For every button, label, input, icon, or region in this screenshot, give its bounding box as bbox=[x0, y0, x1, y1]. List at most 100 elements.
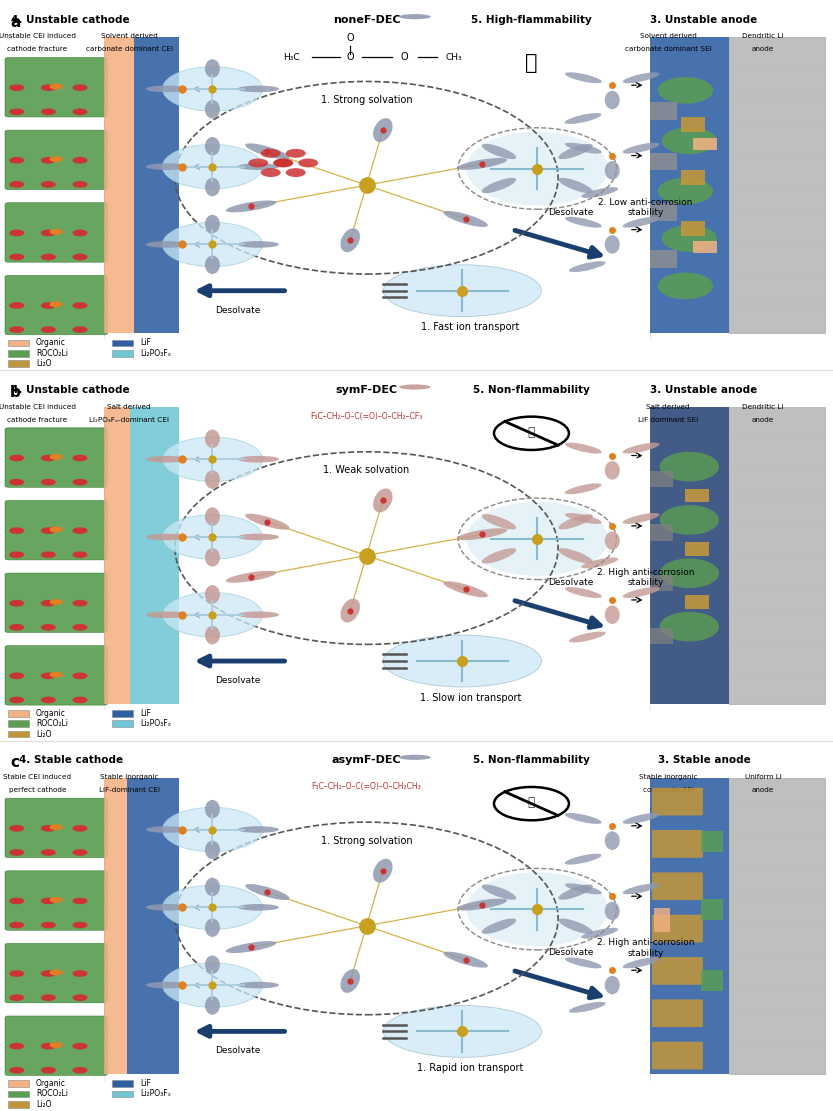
Text: Li₂PO₃Fₓ: Li₂PO₃Fₓ bbox=[140, 349, 171, 358]
Ellipse shape bbox=[383, 635, 541, 687]
Text: H₃C: H₃C bbox=[283, 53, 300, 62]
Circle shape bbox=[41, 230, 56, 237]
Ellipse shape bbox=[443, 211, 488, 227]
Bar bbox=[130, 408, 179, 703]
Circle shape bbox=[9, 970, 24, 977]
Circle shape bbox=[72, 994, 87, 1001]
Circle shape bbox=[72, 157, 87, 163]
Text: 🔥: 🔥 bbox=[527, 426, 536, 439]
Ellipse shape bbox=[481, 919, 516, 934]
Text: O: O bbox=[346, 32, 354, 42]
Ellipse shape bbox=[399, 754, 431, 760]
Circle shape bbox=[9, 479, 24, 486]
Text: composite SEI: composite SEI bbox=[642, 787, 694, 793]
Ellipse shape bbox=[205, 178, 220, 197]
Circle shape bbox=[9, 849, 24, 855]
Ellipse shape bbox=[205, 256, 220, 274]
Bar bbox=[686, 542, 709, 556]
Circle shape bbox=[41, 181, 56, 188]
Text: Desolvate: Desolvate bbox=[215, 306, 260, 314]
Bar bbox=[650, 250, 677, 268]
Text: asymF-DEC: asymF-DEC bbox=[332, 755, 402, 765]
Ellipse shape bbox=[605, 161, 620, 180]
Ellipse shape bbox=[245, 884, 290, 900]
Ellipse shape bbox=[399, 14, 431, 19]
Circle shape bbox=[72, 672, 87, 679]
Circle shape bbox=[9, 922, 24, 929]
Circle shape bbox=[9, 624, 24, 631]
Text: Solvent derived: Solvent derived bbox=[640, 33, 696, 39]
Ellipse shape bbox=[226, 571, 277, 582]
Circle shape bbox=[41, 327, 56, 333]
Circle shape bbox=[72, 302, 87, 309]
Ellipse shape bbox=[605, 461, 620, 480]
Ellipse shape bbox=[565, 883, 601, 894]
Ellipse shape bbox=[205, 997, 220, 1014]
Ellipse shape bbox=[565, 513, 601, 524]
Ellipse shape bbox=[205, 878, 220, 897]
Bar bbox=[8, 720, 29, 727]
Ellipse shape bbox=[146, 827, 187, 833]
Text: Desolvate: Desolvate bbox=[548, 578, 593, 587]
Circle shape bbox=[41, 479, 56, 486]
Ellipse shape bbox=[605, 975, 620, 994]
Text: anode: anode bbox=[752, 417, 774, 422]
Ellipse shape bbox=[623, 217, 660, 228]
Ellipse shape bbox=[205, 470, 220, 489]
Ellipse shape bbox=[237, 86, 279, 92]
Text: b: b bbox=[10, 386, 21, 400]
Circle shape bbox=[9, 157, 24, 163]
Text: 1. Slow ion transport: 1. Slow ion transport bbox=[420, 692, 521, 702]
Bar bbox=[112, 340, 133, 347]
Text: 1. Strong solvation: 1. Strong solvation bbox=[321, 94, 412, 106]
FancyBboxPatch shape bbox=[652, 957, 703, 984]
Bar bbox=[112, 350, 133, 357]
Circle shape bbox=[9, 1043, 24, 1050]
Ellipse shape bbox=[660, 559, 719, 588]
Bar bbox=[104, 408, 130, 703]
Ellipse shape bbox=[373, 489, 392, 512]
Text: 5. Non-flammability: 5. Non-flammability bbox=[473, 755, 590, 765]
Ellipse shape bbox=[146, 241, 187, 248]
Circle shape bbox=[162, 592, 262, 637]
Bar bbox=[650, 203, 677, 221]
FancyBboxPatch shape bbox=[5, 58, 107, 117]
Bar bbox=[729, 778, 825, 1074]
Bar bbox=[650, 628, 673, 644]
Ellipse shape bbox=[237, 611, 279, 618]
Ellipse shape bbox=[623, 883, 660, 894]
Circle shape bbox=[286, 168, 306, 177]
Ellipse shape bbox=[605, 831, 620, 850]
Ellipse shape bbox=[466, 872, 608, 947]
Ellipse shape bbox=[146, 163, 187, 170]
Circle shape bbox=[72, 1067, 87, 1073]
Ellipse shape bbox=[373, 118, 392, 142]
Ellipse shape bbox=[237, 163, 279, 170]
Ellipse shape bbox=[205, 625, 220, 644]
Bar bbox=[112, 1080, 133, 1087]
Text: Dendritic Li: Dendritic Li bbox=[742, 33, 784, 39]
Circle shape bbox=[9, 327, 24, 333]
Ellipse shape bbox=[605, 531, 620, 550]
Circle shape bbox=[273, 159, 293, 168]
Ellipse shape bbox=[565, 442, 601, 453]
Ellipse shape bbox=[657, 178, 713, 204]
Circle shape bbox=[41, 970, 56, 977]
Circle shape bbox=[41, 994, 56, 1001]
Bar bbox=[693, 138, 717, 150]
Ellipse shape bbox=[558, 143, 593, 159]
Circle shape bbox=[41, 454, 56, 461]
Bar bbox=[654, 908, 670, 932]
Circle shape bbox=[9, 109, 24, 116]
Ellipse shape bbox=[481, 514, 516, 530]
Circle shape bbox=[162, 808, 262, 852]
Text: Solvent derived: Solvent derived bbox=[101, 33, 157, 39]
Circle shape bbox=[50, 1042, 63, 1048]
Text: carbonate dominant CEI: carbonate dominant CEI bbox=[86, 47, 172, 52]
Text: LiF: LiF bbox=[140, 339, 151, 348]
Bar bbox=[650, 37, 729, 333]
Circle shape bbox=[9, 1067, 24, 1073]
Text: Unstable CEI induced: Unstable CEI induced bbox=[0, 33, 76, 39]
Circle shape bbox=[9, 454, 24, 461]
Circle shape bbox=[9, 551, 24, 558]
